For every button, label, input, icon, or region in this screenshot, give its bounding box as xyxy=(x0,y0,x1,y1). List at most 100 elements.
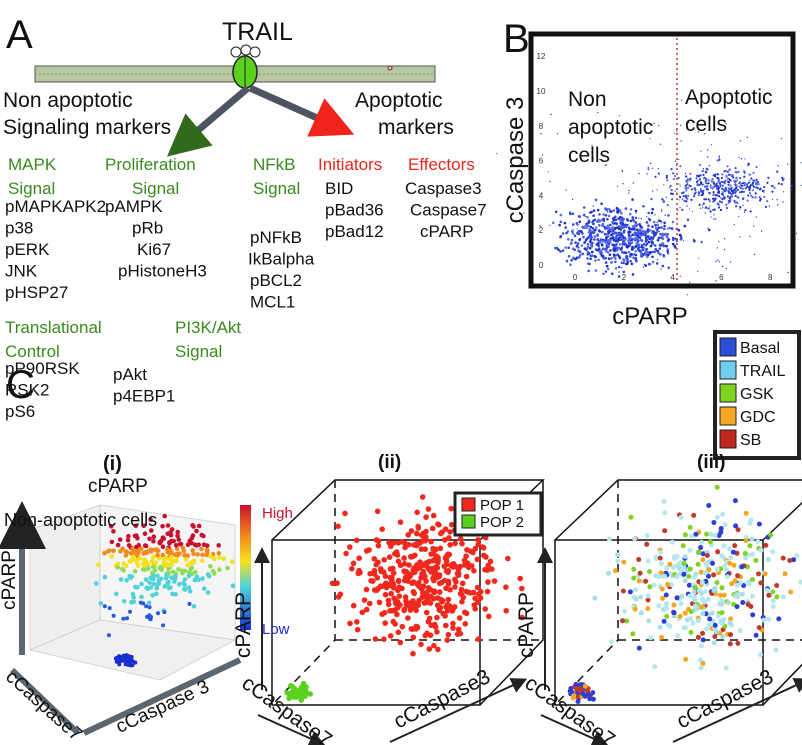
dot xyxy=(160,544,166,549)
dot xyxy=(718,206,721,209)
dot xyxy=(671,198,674,201)
dot xyxy=(738,181,741,184)
dot xyxy=(645,221,649,224)
dot xyxy=(724,179,727,182)
dot xyxy=(698,569,704,575)
dot xyxy=(744,187,748,190)
dot xyxy=(656,189,658,191)
dot xyxy=(698,545,704,550)
dot xyxy=(766,200,769,203)
dot xyxy=(570,258,573,262)
dot xyxy=(717,592,723,598)
dot xyxy=(755,186,758,189)
dot xyxy=(612,218,616,222)
dot xyxy=(597,244,600,247)
dot xyxy=(418,641,424,648)
dot xyxy=(681,208,684,211)
dot xyxy=(577,230,580,233)
dot xyxy=(659,586,665,592)
dot xyxy=(723,665,729,671)
dot xyxy=(613,216,616,219)
dot xyxy=(147,605,152,610)
dot xyxy=(296,693,302,699)
dot xyxy=(667,238,671,241)
dot xyxy=(456,615,463,621)
dot xyxy=(771,190,774,193)
dot xyxy=(702,207,704,209)
dot xyxy=(648,237,651,241)
dot xyxy=(410,650,416,657)
dot xyxy=(612,253,616,257)
dot xyxy=(661,233,664,236)
dot xyxy=(657,624,663,630)
dot xyxy=(718,200,722,203)
dot xyxy=(584,238,588,242)
dot xyxy=(418,546,425,552)
dot xyxy=(662,573,668,579)
dot xyxy=(591,250,594,254)
dot xyxy=(474,584,481,591)
dot xyxy=(567,254,571,258)
dot xyxy=(620,267,623,269)
dot xyxy=(592,214,595,217)
dot xyxy=(625,256,629,260)
dot xyxy=(733,199,736,202)
dot xyxy=(636,243,639,247)
dot xyxy=(764,587,770,593)
dot xyxy=(394,611,400,618)
dot xyxy=(464,547,470,553)
dot xyxy=(102,574,108,580)
dot xyxy=(674,574,680,580)
dot xyxy=(755,166,758,169)
label: SB xyxy=(740,432,761,449)
dot xyxy=(752,171,755,174)
dot xyxy=(709,210,712,213)
dot xyxy=(571,247,575,250)
dot xyxy=(766,181,769,184)
dot xyxy=(660,595,666,601)
dot xyxy=(171,538,176,544)
dot xyxy=(200,552,205,558)
dot xyxy=(671,610,677,616)
dot xyxy=(716,247,719,249)
dot xyxy=(718,261,720,263)
dot xyxy=(443,622,449,629)
dot xyxy=(622,225,626,229)
dot xyxy=(758,580,764,586)
dot xyxy=(711,572,717,578)
dot xyxy=(618,271,620,273)
dot xyxy=(653,250,656,254)
dot xyxy=(699,207,702,209)
label: cells xyxy=(685,113,727,136)
dot xyxy=(441,563,448,570)
dot xyxy=(169,527,175,532)
dot xyxy=(680,99,683,101)
dot xyxy=(620,246,624,249)
dot xyxy=(662,227,666,231)
dot xyxy=(684,172,687,175)
dot xyxy=(124,577,129,583)
dot xyxy=(731,193,733,196)
dot xyxy=(638,236,642,239)
dot xyxy=(698,183,701,186)
legend-swatch xyxy=(719,383,737,403)
dot xyxy=(147,536,152,542)
dot xyxy=(666,252,670,255)
dot xyxy=(668,226,671,230)
dot xyxy=(729,198,732,201)
dot xyxy=(190,548,195,553)
dot xyxy=(704,207,706,209)
dot xyxy=(714,175,717,178)
dot xyxy=(768,532,774,538)
dot xyxy=(718,240,720,243)
dot xyxy=(664,613,670,619)
dot xyxy=(730,549,736,555)
dot xyxy=(712,622,718,628)
dot xyxy=(710,560,715,566)
dot xyxy=(672,177,676,181)
dot xyxy=(661,242,665,245)
cube-edge xyxy=(762,663,802,706)
dot xyxy=(437,545,444,552)
dot xyxy=(288,683,294,689)
dot xyxy=(684,184,687,187)
